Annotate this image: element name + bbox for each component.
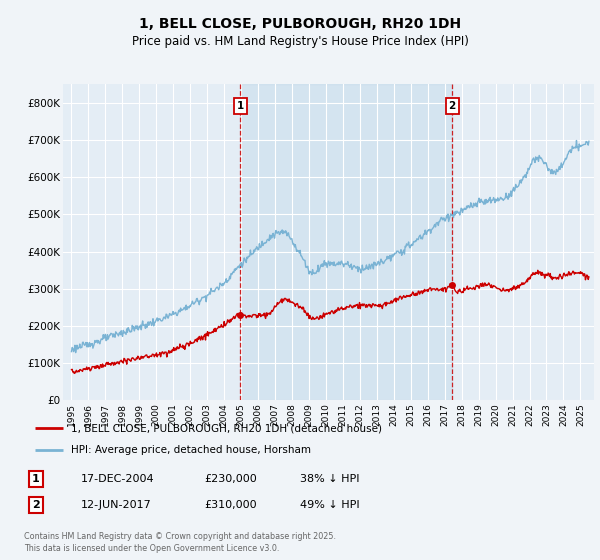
- Text: 1: 1: [237, 101, 244, 111]
- Bar: [241, 84, 452, 400]
- Text: 2: 2: [32, 500, 40, 510]
- Text: 1, BELL CLOSE, PULBOROUGH, RH20 1DH (detached house): 1, BELL CLOSE, PULBOROUGH, RH20 1DH (det…: [71, 423, 382, 433]
- Text: Price paid vs. HM Land Registry's House Price Index (HPI): Price paid vs. HM Land Registry's House …: [131, 35, 469, 49]
- Text: 12-JUN-2017: 12-JUN-2017: [81, 500, 152, 510]
- Text: 2: 2: [449, 101, 456, 111]
- Text: 1: 1: [32, 474, 40, 484]
- Text: 17-DEC-2004: 17-DEC-2004: [81, 474, 155, 484]
- Text: 1, BELL CLOSE, PULBOROUGH, RH20 1DH: 1, BELL CLOSE, PULBOROUGH, RH20 1DH: [139, 16, 461, 30]
- Text: £310,000: £310,000: [204, 500, 257, 510]
- Text: 49% ↓ HPI: 49% ↓ HPI: [300, 500, 359, 510]
- Text: 38% ↓ HPI: 38% ↓ HPI: [300, 474, 359, 484]
- Text: HPI: Average price, detached house, Horsham: HPI: Average price, detached house, Hors…: [71, 445, 311, 455]
- Text: £230,000: £230,000: [204, 474, 257, 484]
- Text: Contains HM Land Registry data © Crown copyright and database right 2025.
This d: Contains HM Land Registry data © Crown c…: [24, 533, 336, 553]
